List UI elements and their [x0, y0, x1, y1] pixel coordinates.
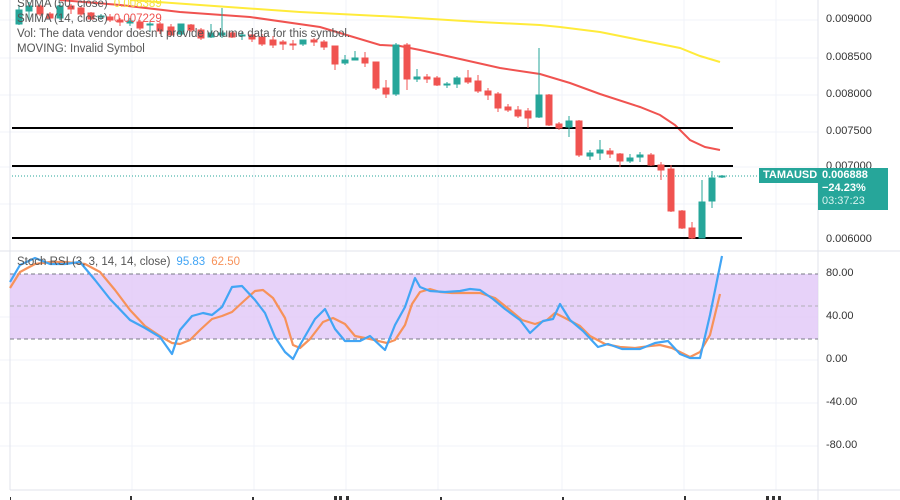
legend-volume[interactable]: Vol: The data vendor doesn't provide vol…	[17, 27, 350, 42]
stoch-tick: 0.00	[826, 353, 848, 365]
price-tick: 0.009000	[826, 13, 872, 25]
legend-smma50[interactable]: SMMA (50, close) 0.008389	[17, 0, 350, 12]
legend-smma50-value: 0.008389	[113, 0, 162, 10]
price-legend: SMMA (50, close) 0.008389 SMMA (14, close…	[17, 0, 350, 57]
last-price-change: −24.23%	[822, 182, 866, 194]
candles	[15, 2, 726, 239]
stoch-tick: -80.00	[826, 439, 858, 451]
price-tick: 0.007500	[826, 125, 872, 137]
price-tick: 0.008500	[826, 51, 872, 63]
stoch-k-value: 95.83	[176, 256, 206, 268]
legend-smma14-value: 0.007229	[113, 13, 162, 25]
legend-volume-label: Vol: The data vendor doesn't provide vol…	[17, 28, 351, 40]
smma14-line	[59, 0, 721, 151]
stoch-tick: 40.00	[826, 310, 854, 322]
time-axis-ticks	[10, 496, 781, 500]
legend-moving[interactable]: MOVING: Invalid Symbol	[17, 42, 350, 57]
legend-smma14-label: SMMA (14, close)	[17, 13, 108, 25]
stoch-k-line	[9, 255, 724, 361]
price-tick: 0.008000	[826, 88, 872, 100]
stoch-legend[interactable]: Stoch RSI (3, 3, 14, 14, close) 95.83 62.5…	[17, 255, 240, 270]
stoch-d-value: 62.50	[211, 256, 240, 268]
stoch-legend-label: Stoch RSI (3, 3, 14, 14, close)	[17, 256, 171, 268]
last-price-tag: 0.006888 −24.23% 03:37:23	[818, 168, 888, 210]
legend-moving-label: MOVING: Invalid Symbol	[17, 43, 145, 55]
stoch-tick: 80.00	[826, 267, 854, 279]
bar-countdown: 03:37:23	[822, 195, 865, 207]
last-price-value: 0.006888	[822, 169, 868, 181]
legend-smma50-label: SMMA (50, close)	[17, 0, 108, 10]
symbol-tag: TAMAUSD	[759, 168, 822, 183]
smma50-line	[129, 0, 721, 63]
stoch-tick: -40.00	[826, 396, 858, 408]
legend-smma14[interactable]: SMMA (14, close) 0.007229	[17, 12, 350, 27]
price-tick: 0.006000	[826, 233, 872, 245]
